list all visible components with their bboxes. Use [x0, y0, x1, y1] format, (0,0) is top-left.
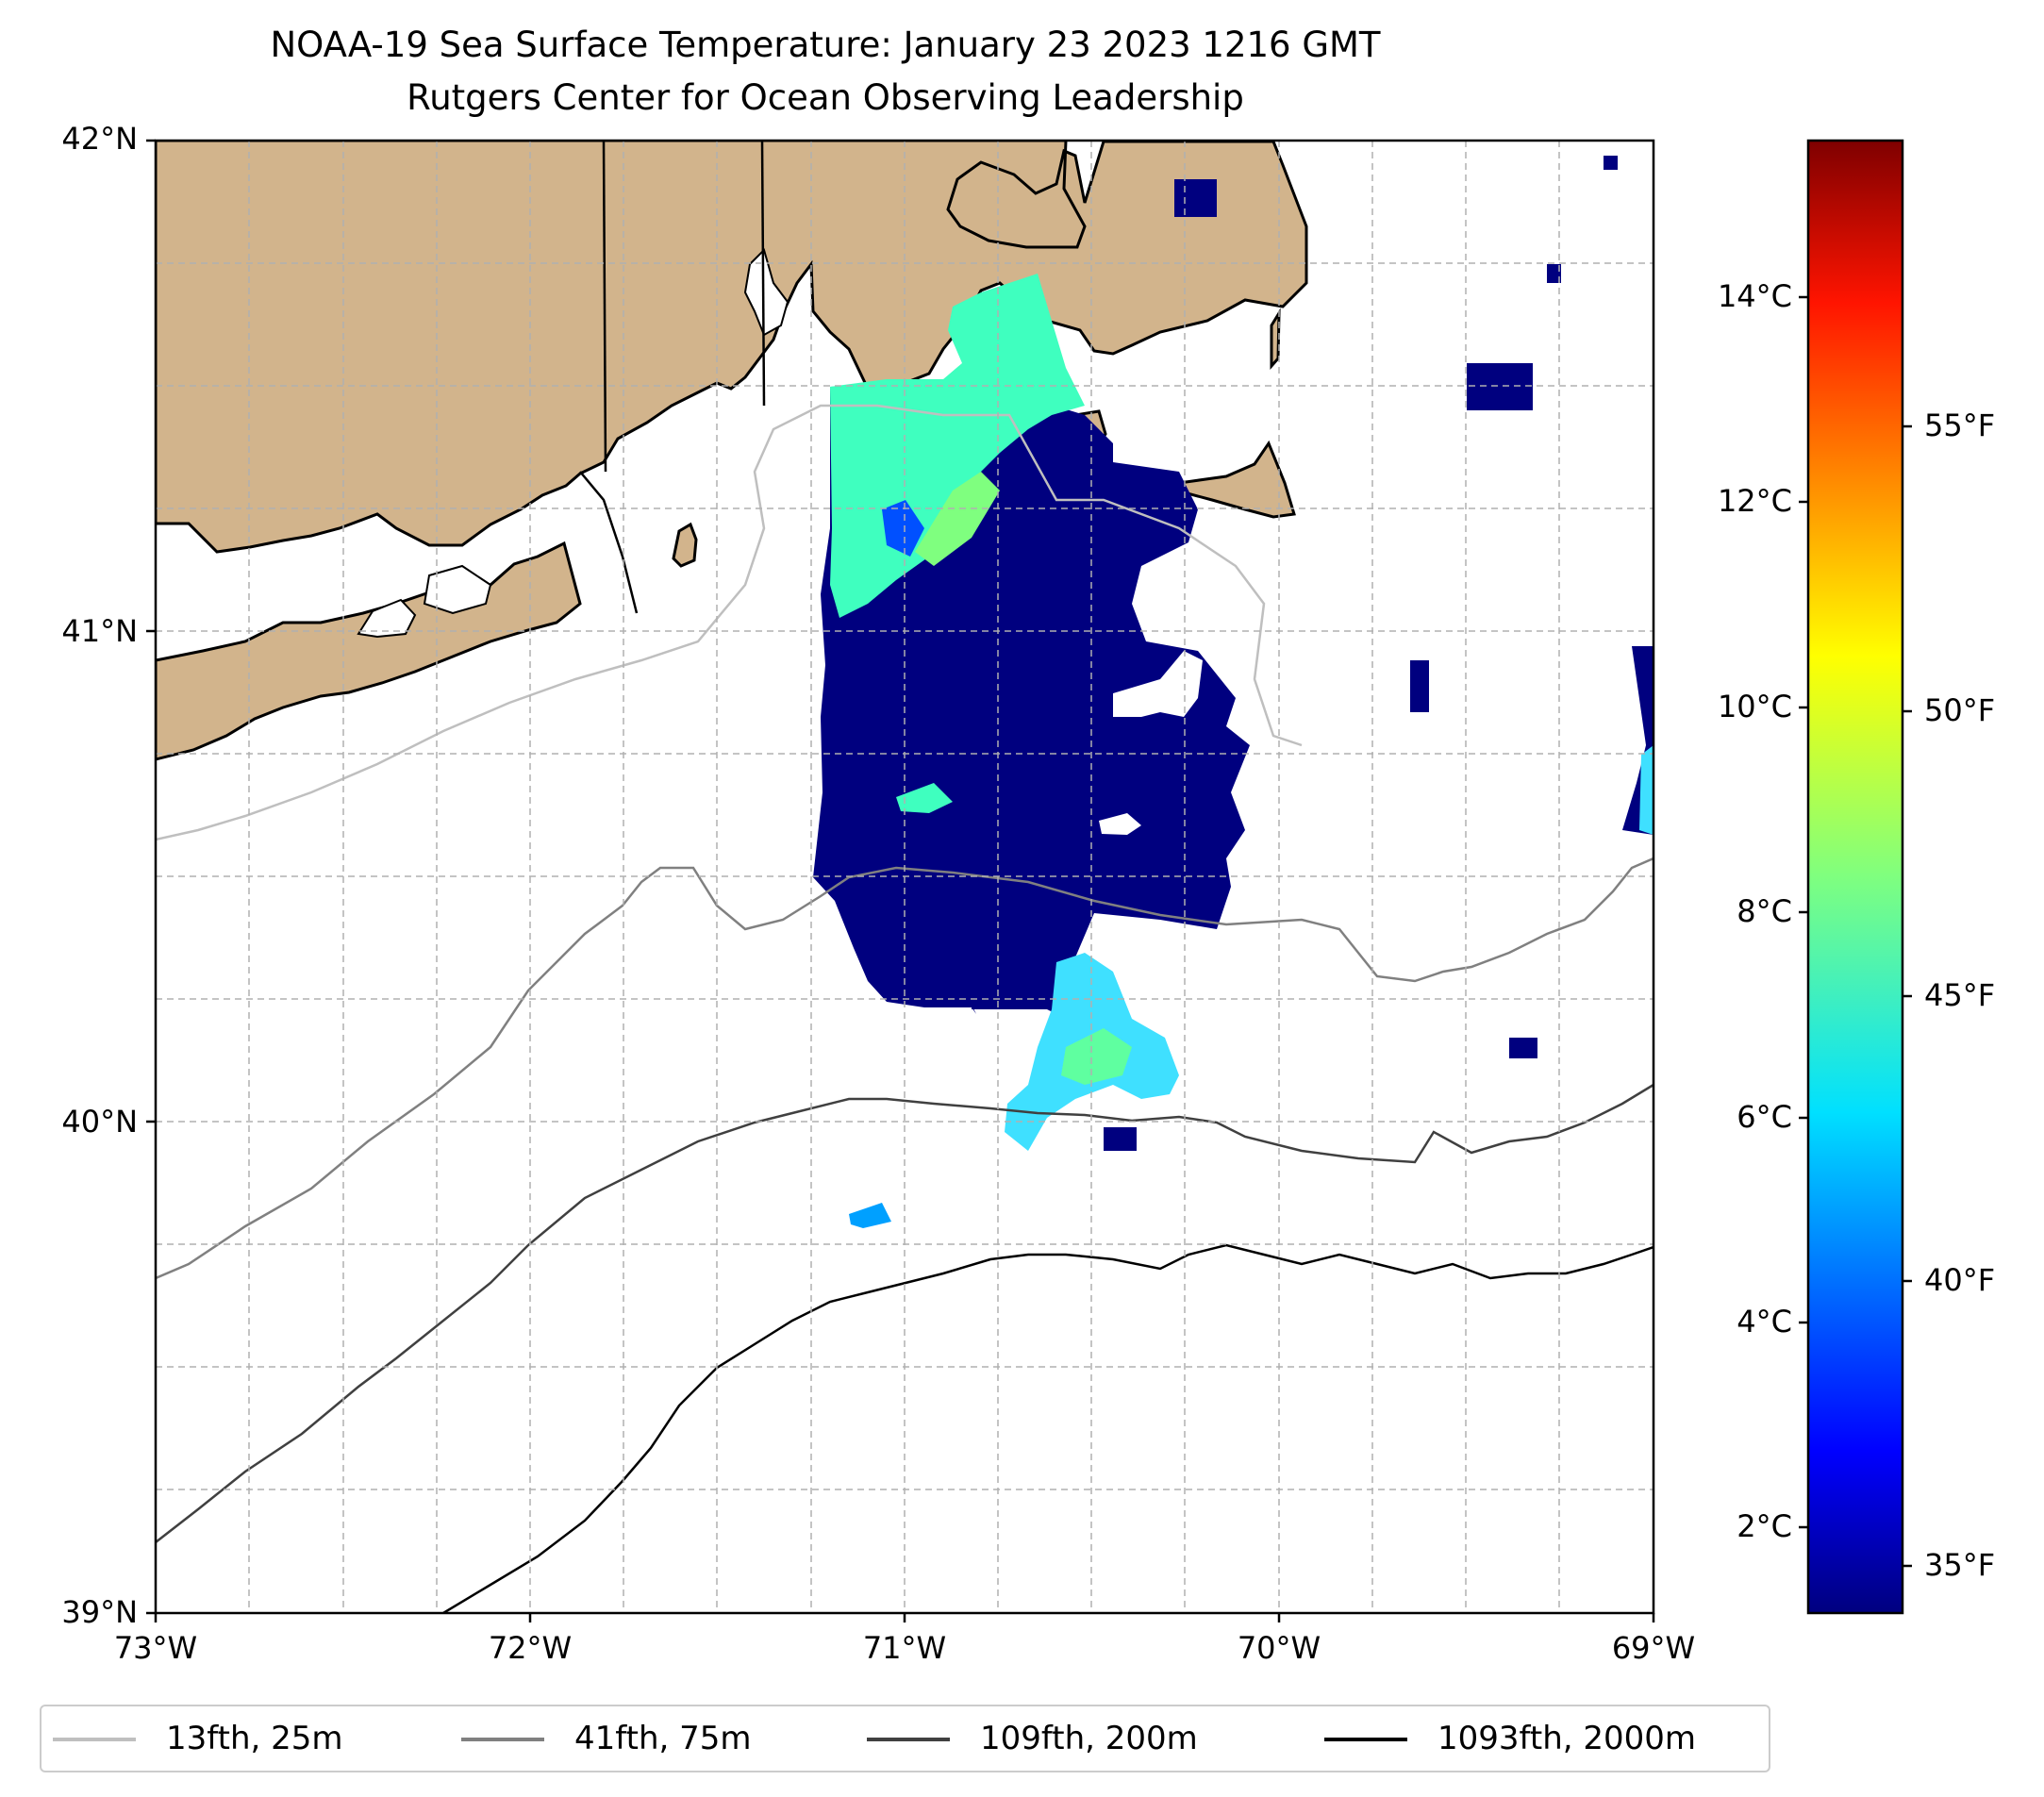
border-line	[579, 471, 639, 614]
colorbar-fahrenheit-label: 50°F	[1924, 692, 1996, 728]
sst-patch	[1410, 660, 1429, 712]
colorbar-fahrenheit-label: 40°F	[1924, 1262, 1996, 1298]
chart-title-line2: Rutgers Center for Ocean Observing Leade…	[407, 77, 1244, 118]
lon-tick-label: 71°W	[862, 1630, 947, 1666]
colorbar-celsius-label: 14°C	[1717, 278, 1792, 314]
depth-legend: 13fth, 25m 41fth, 75m 109fth, 200m 1093f…	[40, 1705, 1770, 1772]
lat-tick-label: 39°N	[61, 1594, 138, 1630]
sst-small-blue	[849, 1203, 891, 1228]
legend-swatch	[867, 1738, 950, 1741]
colorbar-fahrenheit-label: 35°F	[1924, 1547, 1996, 1583]
legend-label: 13fth, 25m	[166, 1720, 343, 1757]
lat-tick-label: 42°N	[61, 121, 138, 157]
colorbar-celsius-label: 12°C	[1717, 483, 1792, 519]
lat-tick-label: 41°N	[61, 613, 138, 649]
sst-edge-warm	[1639, 745, 1653, 835]
narragansett-bay	[743, 248, 789, 337]
sst-small-warm	[896, 783, 953, 813]
lat-tick-label: 40°N	[61, 1104, 138, 1140]
lon-tick-label: 70°W	[1237, 1630, 1321, 1666]
sst-patch	[1509, 1038, 1537, 1058]
colorbar-fahrenheit-label: 55°F	[1924, 408, 1996, 443]
contour-75m	[156, 857, 1653, 1280]
borders	[579, 141, 766, 614]
gardiners-bay	[357, 598, 417, 639]
land-nantucket	[1176, 440, 1296, 519]
sst-patch	[1604, 156, 1618, 170]
land-block-island	[672, 522, 698, 568]
colorbar-ticks	[1799, 295, 1912, 1568]
sst-patch	[1174, 179, 1217, 217]
sst-data-layer	[813, 156, 1653, 1228]
legend-swatch	[461, 1738, 544, 1741]
inland-water	[357, 248, 789, 639]
sst-patch	[1467, 363, 1533, 410]
lon-tick-label: 72°W	[488, 1630, 573, 1666]
colorbar-celsius-label: 8°C	[1737, 893, 1792, 929]
sst-gap	[1113, 651, 1203, 717]
sst-patch	[1104, 1127, 1137, 1151]
colorbar	[1806, 139, 1904, 1615]
colorbar-celsius-label: 4°C	[1737, 1304, 1792, 1339]
lon-tick-label: 73°W	[113, 1630, 198, 1666]
legend-swatch	[1324, 1738, 1407, 1741]
legend-label: 1093fth, 2000m	[1437, 1720, 1697, 1757]
sst-offshore-green	[1061, 1028, 1132, 1085]
contour-25m	[156, 404, 1303, 841]
sst-gap-small	[1099, 813, 1141, 835]
colorbar-celsius-label: 6°C	[1737, 1099, 1792, 1135]
contour-2000m	[442, 1243, 1653, 1613]
land-mainland	[156, 141, 1308, 554]
legend-label: 109fth, 200m	[980, 1720, 1198, 1757]
peconic-bay	[423, 564, 492, 615]
bathymetry-contours	[156, 404, 1653, 1613]
sst-warm-core	[915, 472, 1000, 566]
legend-swatch	[53, 1738, 136, 1741]
border-ri-ma	[760, 141, 766, 407]
colorbar-fahrenheit-label: 45°F	[1924, 977, 1996, 1013]
sst-patch	[1547, 264, 1561, 283]
tick-marks	[146, 139, 1655, 1622]
colorbar-celsius-label: 2°C	[1737, 1508, 1792, 1544]
border-ct-ri	[602, 141, 607, 473]
land-monomoy	[1270, 308, 1281, 370]
contour-200m	[156, 1083, 1653, 1543]
chart-title-line1: NOAA-19 Sea Surface Temperature: January…	[270, 25, 1381, 65]
sst-blue-patch	[882, 500, 924, 557]
gridlines	[156, 141, 1653, 1613]
legend-label: 41fth, 75m	[574, 1720, 752, 1757]
colorbar-celsius-label: 10°C	[1717, 689, 1792, 724]
lon-tick-label: 69°W	[1611, 1630, 1696, 1666]
